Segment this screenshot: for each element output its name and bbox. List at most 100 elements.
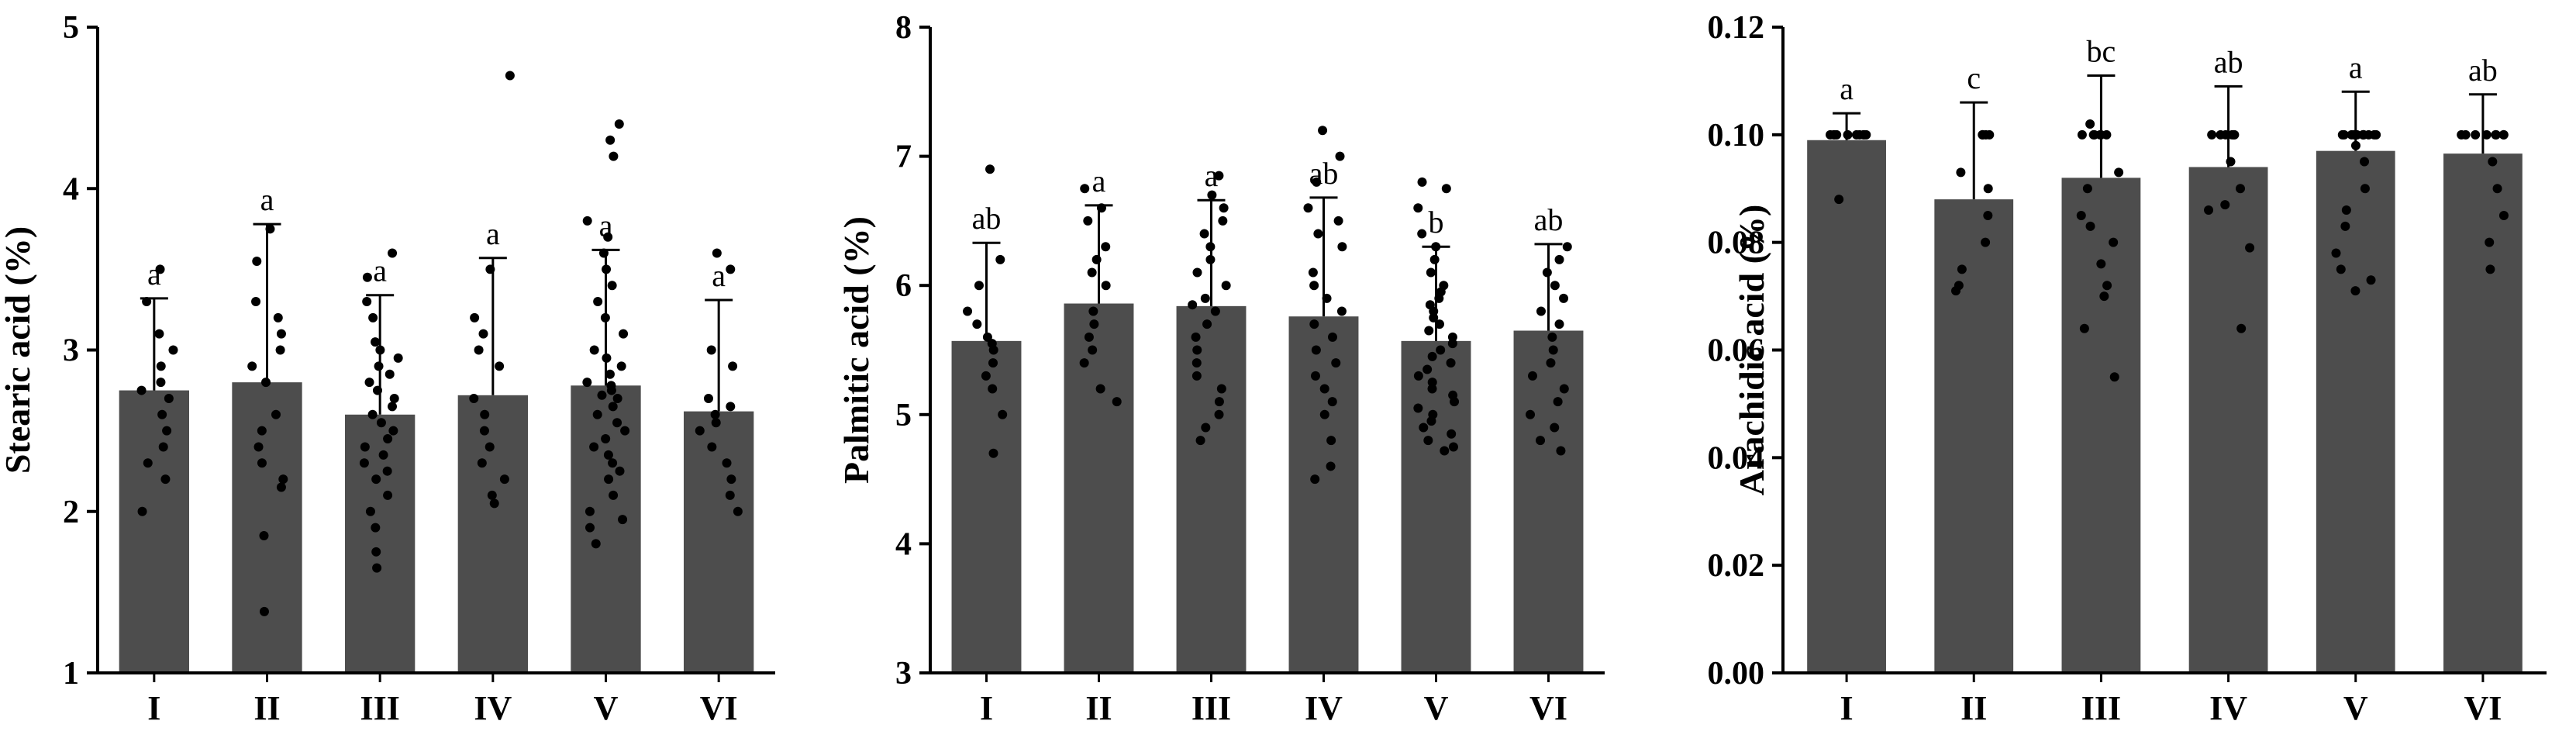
y-tick-label: 8 bbox=[895, 10, 912, 46]
data-point bbox=[155, 264, 165, 274]
data-point bbox=[362, 272, 372, 282]
data-point bbox=[1310, 474, 1320, 485]
chart-panel-2: ab Ia II a III ab IV b Vab VI 3 4 5 6 7 8 Palmitic acid … bbox=[836, 10, 1605, 727]
data-point bbox=[362, 297, 372, 307]
data-point bbox=[974, 281, 984, 291]
data-point bbox=[374, 361, 384, 371]
data-point bbox=[711, 418, 721, 428]
data-point bbox=[608, 402, 618, 412]
data-point bbox=[359, 458, 369, 468]
data-point bbox=[365, 506, 375, 516]
data-point bbox=[2236, 323, 2247, 333]
data-point bbox=[257, 458, 267, 468]
data-point bbox=[607, 281, 617, 291]
data-point bbox=[722, 458, 732, 468]
data-point bbox=[726, 474, 736, 485]
data-point bbox=[2096, 259, 2106, 269]
data-point bbox=[998, 409, 1008, 419]
data-point bbox=[1426, 416, 1436, 426]
data-point bbox=[1221, 281, 1231, 291]
significance-letter-VI: ab bbox=[2468, 53, 2498, 88]
data-point bbox=[995, 254, 1005, 264]
bar-I bbox=[1807, 140, 1886, 673]
significance-letter-III: a bbox=[1205, 158, 1219, 193]
data-point bbox=[604, 474, 614, 485]
x-tick-label-I: I bbox=[147, 689, 160, 727]
data-point bbox=[619, 329, 629, 339]
data-point bbox=[1441, 184, 1451, 194]
y-tick-label: 5 bbox=[63, 10, 79, 46]
chart-panel-3: a Ic II bc III ab IV a Vab VI 0.00 0.02 0.04 0.06 0.08… bbox=[1708, 10, 2547, 727]
data-point bbox=[154, 329, 164, 339]
data-point bbox=[982, 332, 992, 342]
bar-V bbox=[2316, 150, 2395, 674]
bar-VI bbox=[2443, 153, 2523, 674]
data-point bbox=[389, 393, 399, 403]
data-point bbox=[1205, 254, 1216, 264]
data-point bbox=[2366, 275, 2376, 285]
data-point bbox=[276, 482, 286, 492]
data-point bbox=[963, 306, 973, 316]
y-tick-label: 6 bbox=[895, 268, 912, 304]
data-point bbox=[499, 474, 509, 485]
data-point bbox=[137, 506, 147, 516]
significance-letter-V: a bbox=[599, 208, 613, 243]
data-point bbox=[2471, 129, 2481, 140]
bar-II bbox=[232, 382, 302, 673]
x-tick-label-I: I bbox=[1840, 689, 1854, 727]
y-tick-label: 0.02 bbox=[1708, 548, 1765, 584]
data-point bbox=[612, 393, 622, 403]
data-point bbox=[247, 361, 257, 371]
data-point bbox=[160, 474, 171, 485]
data-point bbox=[1423, 436, 1433, 446]
data-point bbox=[2371, 129, 2381, 140]
data-point bbox=[1450, 397, 1460, 407]
significance-letter-I: ab bbox=[972, 201, 1002, 236]
data-point bbox=[1088, 345, 1098, 355]
data-point bbox=[1091, 254, 1102, 264]
significance-letter-III: a bbox=[373, 254, 387, 288]
y-tick-label: 3 bbox=[895, 656, 912, 692]
bar-V bbox=[571, 385, 641, 673]
bar-I bbox=[119, 390, 189, 673]
data-point bbox=[368, 312, 378, 322]
data-point bbox=[2220, 200, 2230, 210]
data-point bbox=[487, 490, 497, 500]
data-point bbox=[602, 353, 612, 363]
data-point bbox=[710, 409, 720, 419]
data-point bbox=[1429, 312, 1439, 322]
x-tick-label-III: III bbox=[2081, 689, 2121, 727]
data-point bbox=[388, 248, 398, 258]
data-point bbox=[1978, 129, 1988, 140]
bar-VI bbox=[1513, 330, 1584, 673]
data-point bbox=[276, 329, 286, 339]
data-point bbox=[2077, 129, 2087, 140]
data-point bbox=[378, 450, 388, 460]
significance-letter-II: a bbox=[260, 182, 274, 217]
data-point bbox=[988, 345, 998, 355]
data-point bbox=[382, 466, 392, 476]
data-point bbox=[725, 490, 735, 500]
data-point bbox=[603, 450, 613, 460]
data-point bbox=[1429, 306, 1439, 316]
data-point bbox=[726, 402, 736, 412]
x-tick-label-IV: IV bbox=[1305, 689, 1343, 727]
data-point bbox=[733, 506, 743, 516]
data-point bbox=[367, 409, 378, 419]
data-point bbox=[1337, 242, 1347, 252]
data-point bbox=[2360, 157, 2370, 167]
data-point bbox=[602, 264, 612, 274]
data-point bbox=[1207, 190, 1217, 200]
x-tick-label-II: II bbox=[1960, 689, 1987, 727]
data-point bbox=[1446, 358, 1456, 368]
data-point bbox=[707, 442, 717, 452]
data-point bbox=[1553, 397, 1563, 407]
data-point bbox=[1554, 319, 1564, 329]
y-axis-title: Stearic acid (%) bbox=[0, 226, 37, 474]
data-point bbox=[1327, 332, 1337, 342]
data-point bbox=[608, 458, 618, 468]
x-tick-label-III: III bbox=[360, 689, 399, 727]
data-point bbox=[585, 523, 595, 533]
x-tick-label-VI: VI bbox=[2464, 689, 2502, 727]
data-point bbox=[253, 442, 264, 452]
